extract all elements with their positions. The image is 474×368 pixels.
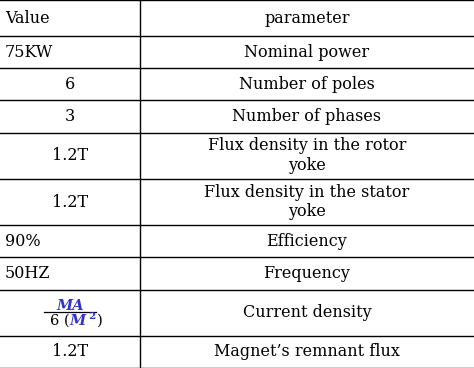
Text: ): ) <box>97 314 103 328</box>
Text: parameter: parameter <box>264 10 350 26</box>
Text: 75KW: 75KW <box>5 44 53 61</box>
Text: Value: Value <box>5 10 49 26</box>
Text: Efficiency: Efficiency <box>266 233 347 250</box>
Text: 6 (: 6 ( <box>50 314 70 328</box>
Text: M: M <box>70 314 86 328</box>
Text: Flux density in the stator
yoke: Flux density in the stator yoke <box>204 184 410 220</box>
Text: Magnet’s remnant flux: Magnet’s remnant flux <box>214 343 400 360</box>
Text: Number of poles: Number of poles <box>239 76 375 93</box>
Text: Frequency: Frequency <box>264 265 350 282</box>
Text: 1.2T: 1.2T <box>52 147 88 164</box>
Text: 90%: 90% <box>5 233 40 250</box>
Text: 2: 2 <box>88 312 95 321</box>
Text: Number of phases: Number of phases <box>232 108 382 125</box>
Text: 1.2T: 1.2T <box>52 343 88 360</box>
Text: 1.2T: 1.2T <box>52 194 88 210</box>
Text: 6: 6 <box>65 76 75 93</box>
Text: Current density: Current density <box>243 304 371 321</box>
Text: MA: MA <box>56 299 84 313</box>
Text: 50HZ: 50HZ <box>5 265 50 282</box>
Text: 3: 3 <box>65 108 75 125</box>
Text: Nominal power: Nominal power <box>245 44 369 61</box>
Text: Flux density in the rotor
yoke: Flux density in the rotor yoke <box>208 138 406 174</box>
